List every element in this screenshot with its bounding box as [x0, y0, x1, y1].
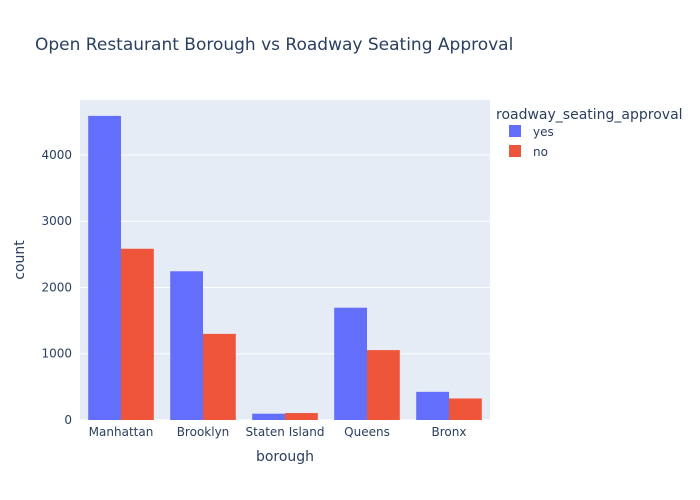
legend-swatch-yes — [509, 125, 521, 137]
x-tick-label: Queens — [344, 425, 390, 439]
legend-title: roadway_seating_approval — [496, 107, 683, 123]
x-tick-label: Brooklyn — [177, 425, 230, 439]
bar-bronx-yes — [416, 391, 449, 420]
bar-brooklyn-no — [203, 333, 236, 420]
y-tick-label: 3000 — [41, 214, 72, 228]
y-axis-ticks: 0 1000 2000 3000 4000 — [41, 148, 72, 427]
x-axis-ticks: Manhattan Brooklyn Staten Island Queens Bron… — [89, 425, 467, 439]
legend-label-no: no — [533, 145, 548, 159]
legend-label-yes: yes — [533, 125, 554, 139]
bar-manhattan-yes — [88, 115, 121, 420]
x-tick-label: Bronx — [432, 425, 467, 439]
y-tick-label: 0 — [64, 413, 72, 427]
bar-manhattan-no — [121, 248, 154, 420]
x-tick-label: Manhattan — [89, 425, 154, 439]
x-axis-title: borough — [256, 449, 314, 465]
bar-queens-yes — [334, 307, 367, 420]
y-tick-label: 4000 — [41, 148, 72, 162]
y-tick-label: 1000 — [41, 347, 72, 361]
bar-brooklyn-yes — [170, 271, 203, 420]
x-tick-label: Staten Island — [246, 425, 325, 439]
bar-queens-no — [367, 350, 400, 420]
y-axis-title: count — [12, 240, 28, 280]
bars — [88, 115, 482, 420]
bar-bronx-no — [449, 398, 482, 420]
legend-swatch-no — [509, 145, 521, 157]
bar-staten-island-yes — [252, 413, 285, 420]
chart-title: Open Restaurant Borough vs Roadway Seati… — [35, 35, 513, 55]
legend: roadway_seating_approval yes no — [496, 107, 683, 159]
y-tick-label: 2000 — [41, 280, 72, 294]
bar-staten-island-no — [285, 413, 318, 420]
